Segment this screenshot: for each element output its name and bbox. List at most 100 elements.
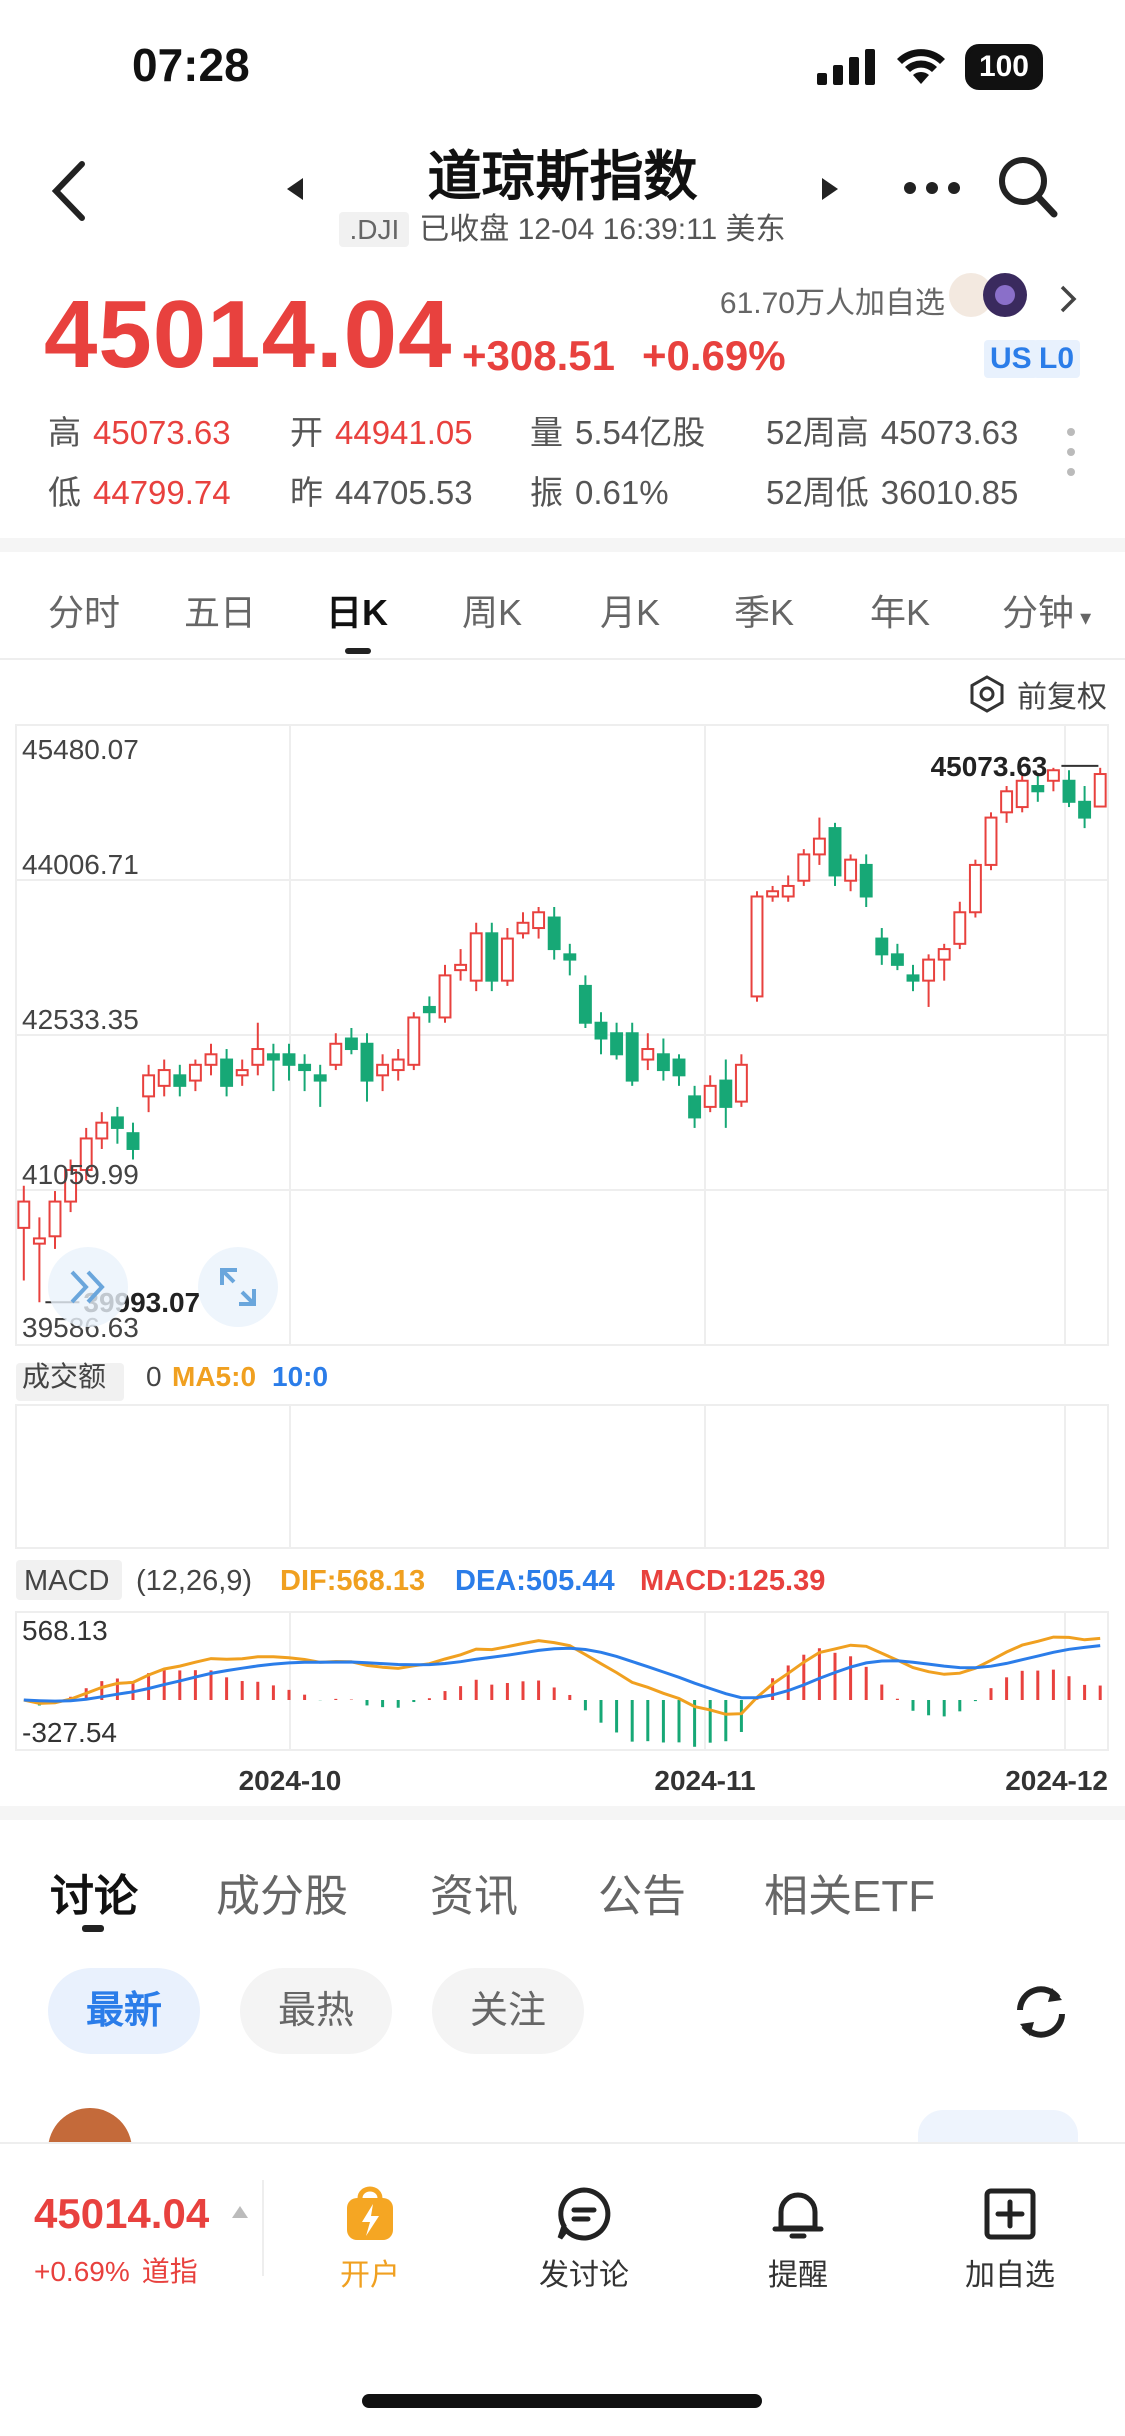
chat-bubble-icon xyxy=(557,2187,611,2241)
candle-body xyxy=(1062,779,1076,803)
candle-body xyxy=(750,895,764,998)
macd-legend: MACD (12,26,9) DIF:568.13 DEA:505.44 MAC… xyxy=(16,1560,825,1600)
candle-body xyxy=(126,1132,140,1150)
up-triangle-icon xyxy=(232,2206,248,2218)
candle-body xyxy=(173,1074,187,1087)
macd-dea: DEA:505.44 xyxy=(455,1565,615,1597)
x-tick-label: 2024-11 xyxy=(654,1765,755,1796)
followers-count[interactable]: 61.70万人加自选 xyxy=(719,287,945,320)
x-tick-label: 2024-12 xyxy=(1005,1765,1108,1796)
candle-body xyxy=(625,1032,639,1082)
candle-body xyxy=(890,953,904,966)
tab-yearly-k[interactable]: 年K xyxy=(870,592,931,633)
candle-body xyxy=(906,974,920,982)
stat-prev-close: 昨 44705.53 xyxy=(290,474,473,511)
price-change-pct: +0.69% xyxy=(642,332,786,379)
candle-body xyxy=(937,948,951,961)
tab-discussion[interactable]: 讨论 xyxy=(50,1872,138,1921)
candle-body xyxy=(329,1042,343,1066)
candle-body xyxy=(532,911,546,930)
tab-daily-k[interactable]: 日K xyxy=(326,592,388,633)
candle-body xyxy=(64,1169,78,1203)
tab-news[interactable]: 资讯 xyxy=(430,1872,518,1921)
candle-body xyxy=(563,953,577,961)
candle-body xyxy=(32,1237,46,1245)
expand-stats-icon[interactable] xyxy=(1064,424,1078,480)
adjust-toggle[interactable]: 前复权 xyxy=(967,672,1107,716)
candle-body xyxy=(79,1137,93,1172)
fullscreen-button[interactable] xyxy=(198,1247,278,1327)
candle-body xyxy=(1046,769,1060,782)
candle-body xyxy=(142,1074,156,1098)
more-icon[interactable] xyxy=(902,178,962,198)
chart-floating-buttons xyxy=(48,1247,278,1327)
macd-value: MACD:125.39 xyxy=(640,1565,825,1597)
volume-ma10: 10:0 xyxy=(272,1361,328,1392)
stat-amplitude: 振 0.61% xyxy=(530,474,669,511)
chevron-right-icon[interactable] xyxy=(1058,284,1078,314)
open-account-button[interactable]: 开户 xyxy=(290,2186,450,2294)
back-arrow-icon[interactable] xyxy=(50,160,90,222)
bottom-divider xyxy=(262,2180,264,2276)
candle-body xyxy=(797,853,811,882)
tab-5day[interactable]: 五日 xyxy=(184,592,257,633)
candle-body xyxy=(344,1037,358,1051)
status-icons: 100 xyxy=(816,44,1043,90)
tab-related-etf[interactable]: 相关ETF xyxy=(764,1872,936,1921)
candle-body xyxy=(734,1063,748,1103)
candle-body xyxy=(781,884,795,898)
discussion-tab-indicator xyxy=(82,1925,104,1932)
market-status: .DJI 已收盘 12-04 16:39:11 美东 xyxy=(0,204,1125,248)
next-stock-icon[interactable] xyxy=(820,176,840,202)
tab-intraday[interactable]: 分时 xyxy=(48,592,121,633)
x-axis-labels: 2024-10 2024-11 2024-12 xyxy=(239,1765,1108,1796)
follower-avatars[interactable] xyxy=(949,270,1039,320)
refresh-icon[interactable] xyxy=(1006,1980,1076,2044)
candle-body xyxy=(922,958,936,982)
candle-body xyxy=(454,963,468,972)
filter-hot[interactable]: 最热 xyxy=(240,1968,393,2054)
candle-body xyxy=(719,1079,733,1108)
candle-body xyxy=(516,921,530,935)
candle-body xyxy=(1000,790,1014,814)
add-watchlist-button[interactable]: 加自选 xyxy=(930,2186,1090,2294)
candle-body xyxy=(313,1074,327,1082)
candle-body xyxy=(204,1053,218,1066)
filter-following[interactable]: 关注 xyxy=(432,1968,585,2054)
candle-body xyxy=(95,1121,109,1140)
tab-minute[interactable]: 分钟 ▾ xyxy=(1002,592,1092,633)
tab-constituents[interactable]: 成分股 xyxy=(216,1872,348,1921)
candle-body xyxy=(828,827,842,877)
candles xyxy=(17,767,1107,1303)
stat-low: 低 44799.74 xyxy=(48,474,231,511)
post-discussion-button[interactable]: 发讨论 xyxy=(504,2186,664,2294)
y-tick-label: 42533.35 xyxy=(22,1004,139,1035)
candle-body xyxy=(282,1053,296,1066)
x-tick-label: 2024-10 xyxy=(239,1765,342,1796)
kline-chart[interactable]: 45480.0744006.7142533.3541059.9939586.63… xyxy=(0,715,1125,1805)
price-change: +308.51 xyxy=(462,332,615,379)
page-title: 道琼斯指数 xyxy=(427,147,698,207)
filter-latest[interactable]: 最新 xyxy=(48,1968,201,2054)
search-icon[interactable] xyxy=(996,154,1060,220)
stat-52w-low: 52周低 36010.85 xyxy=(766,474,1019,511)
high-marker-label: 45073.63 xyxy=(931,751,1048,782)
macd-params: (12,26,9) xyxy=(136,1565,252,1597)
tab-weekly-k[interactable]: 周K xyxy=(462,592,523,633)
y-tick-label: 41059.99 xyxy=(22,1159,139,1190)
volume-ma5: MA5:0 xyxy=(172,1361,256,1392)
prev-stock-icon[interactable] xyxy=(285,176,305,202)
candle-body xyxy=(235,1069,249,1077)
section-divider-2 xyxy=(0,1806,1125,1820)
alert-button[interactable]: 提醒 xyxy=(718,2186,878,2294)
macd-y-bottom: -327.54 xyxy=(22,1717,117,1748)
candle-body xyxy=(984,816,998,866)
macd-title: MACD xyxy=(24,1565,109,1597)
candle-body xyxy=(48,1200,62,1238)
expand-icon xyxy=(220,1268,256,1306)
candle-body xyxy=(220,1058,234,1087)
tab-quarterly-k[interactable]: 季K xyxy=(734,592,795,633)
tab-monthly-k[interactable]: 月K xyxy=(600,592,661,633)
tab-announcements[interactable]: 公告 xyxy=(598,1872,686,1921)
active-tab-indicator xyxy=(345,648,371,654)
